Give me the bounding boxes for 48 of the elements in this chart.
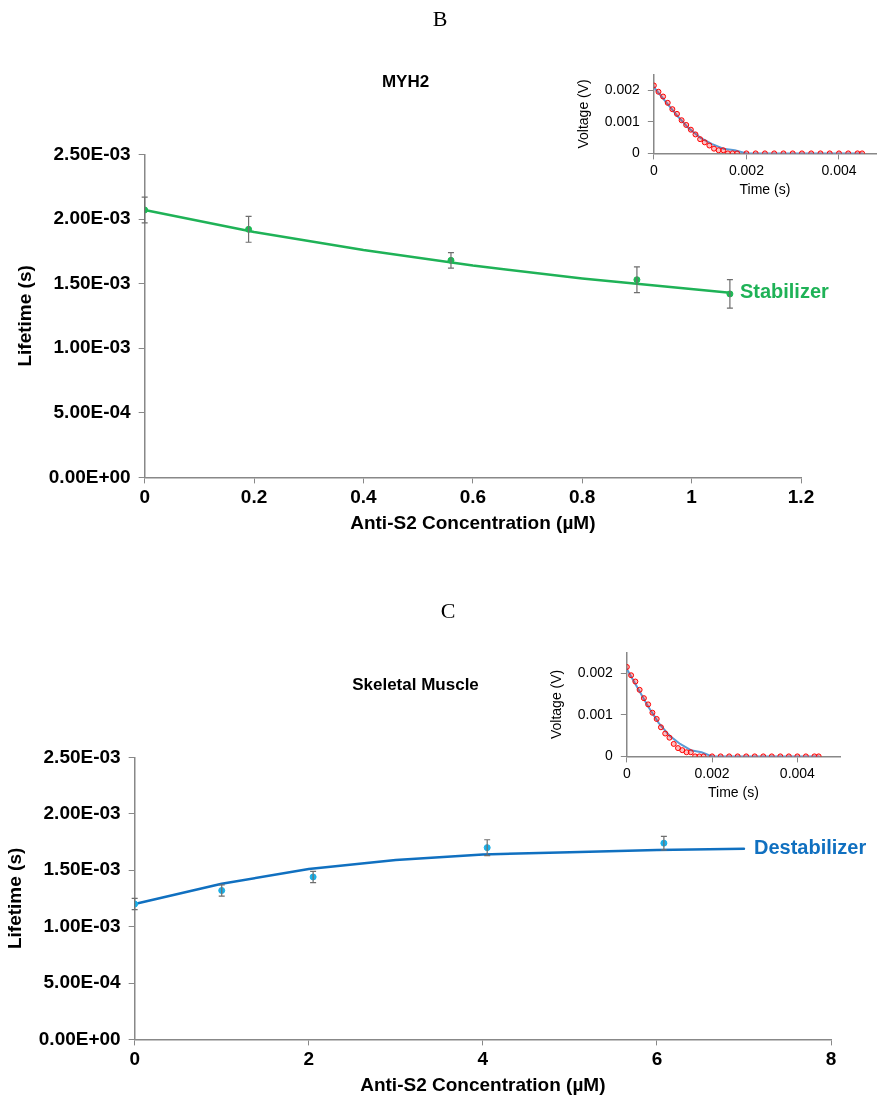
x-tick-label: 0.8 bbox=[569, 486, 596, 508]
text: C bbox=[440, 598, 456, 624]
y-tick-label: 1.00E-03 bbox=[53, 336, 131, 358]
y-tick-label: 5.00E-04 bbox=[43, 971, 122, 993]
x-tick-label: 4 bbox=[477, 1048, 489, 1070]
y-tick-label: 1.00E-03 bbox=[43, 914, 121, 936]
x-tick-label: 0.002 bbox=[694, 764, 730, 781]
x-tick-label: 2 bbox=[303, 1048, 315, 1070]
y-tick-label: 0.001 bbox=[577, 705, 614, 722]
y-tick-label: 0.002 bbox=[577, 664, 614, 681]
x-tick-label: 0 bbox=[139, 486, 150, 508]
y-tick-label: 2.00E-03 bbox=[43, 802, 121, 824]
x-tick-label: 6 bbox=[651, 1048, 663, 1070]
y-axis-title: Voltage (V) bbox=[548, 669, 565, 740]
text: B bbox=[432, 6, 448, 32]
x-tick-label: 1.2 bbox=[787, 486, 815, 508]
x-tick-label: 1 bbox=[686, 486, 698, 508]
x-tick-label: 0.4 bbox=[350, 486, 378, 508]
y-tick-label: 2.50E-03 bbox=[43, 745, 121, 767]
x-tick-label: 0.004 bbox=[779, 764, 816, 781]
x-tick-label: 8 bbox=[825, 1048, 837, 1070]
x-axis-title: Time (s) bbox=[708, 784, 759, 801]
y-tick-label: 2.00E-03 bbox=[53, 207, 131, 229]
x-tick-label: 0.002 bbox=[728, 161, 765, 178]
y-axis-title: Lifetime (s) bbox=[3, 847, 25, 950]
y-axis-title: Voltage (V) bbox=[575, 79, 592, 149]
series-label: Stabilizer bbox=[739, 280, 830, 303]
x-tick-label: 0.2 bbox=[240, 486, 268, 508]
chart-title: MYH2 bbox=[381, 71, 430, 91]
y-tick-label: 0.00E+00 bbox=[38, 1027, 121, 1049]
y-tick-label: 0.002 bbox=[604, 81, 641, 98]
y-axis-title: Lifetime (s) bbox=[13, 265, 35, 367]
x-tick-label: 0.6 bbox=[459, 486, 487, 508]
x-axis-title: Anti-S2 Concentration (µM) bbox=[360, 1073, 606, 1095]
y-tick-label: 0.001 bbox=[604, 112, 641, 129]
y-tick-label: 1.50E-03 bbox=[43, 858, 121, 880]
chart-title: Skeletal Muscle bbox=[352, 674, 479, 694]
x-tick-label: 0 bbox=[649, 161, 658, 178]
x-axis-title: Anti-S2 Concentration (µM) bbox=[350, 511, 596, 533]
y-tick-label: 5.00E-04 bbox=[53, 401, 132, 423]
y-tick-label: 0 bbox=[605, 747, 614, 764]
y-tick-label: 2.50E-03 bbox=[53, 142, 131, 164]
x-axis-title: Time (s) bbox=[739, 181, 791, 198]
x-tick-label: 0.004 bbox=[821, 161, 857, 178]
y-tick-label: 0 bbox=[632, 144, 641, 161]
y-tick-label: 1.50E-03 bbox=[53, 271, 131, 293]
series-label: Destabilizer bbox=[753, 836, 867, 859]
y-tick-label: 0.00E+00 bbox=[48, 465, 131, 487]
